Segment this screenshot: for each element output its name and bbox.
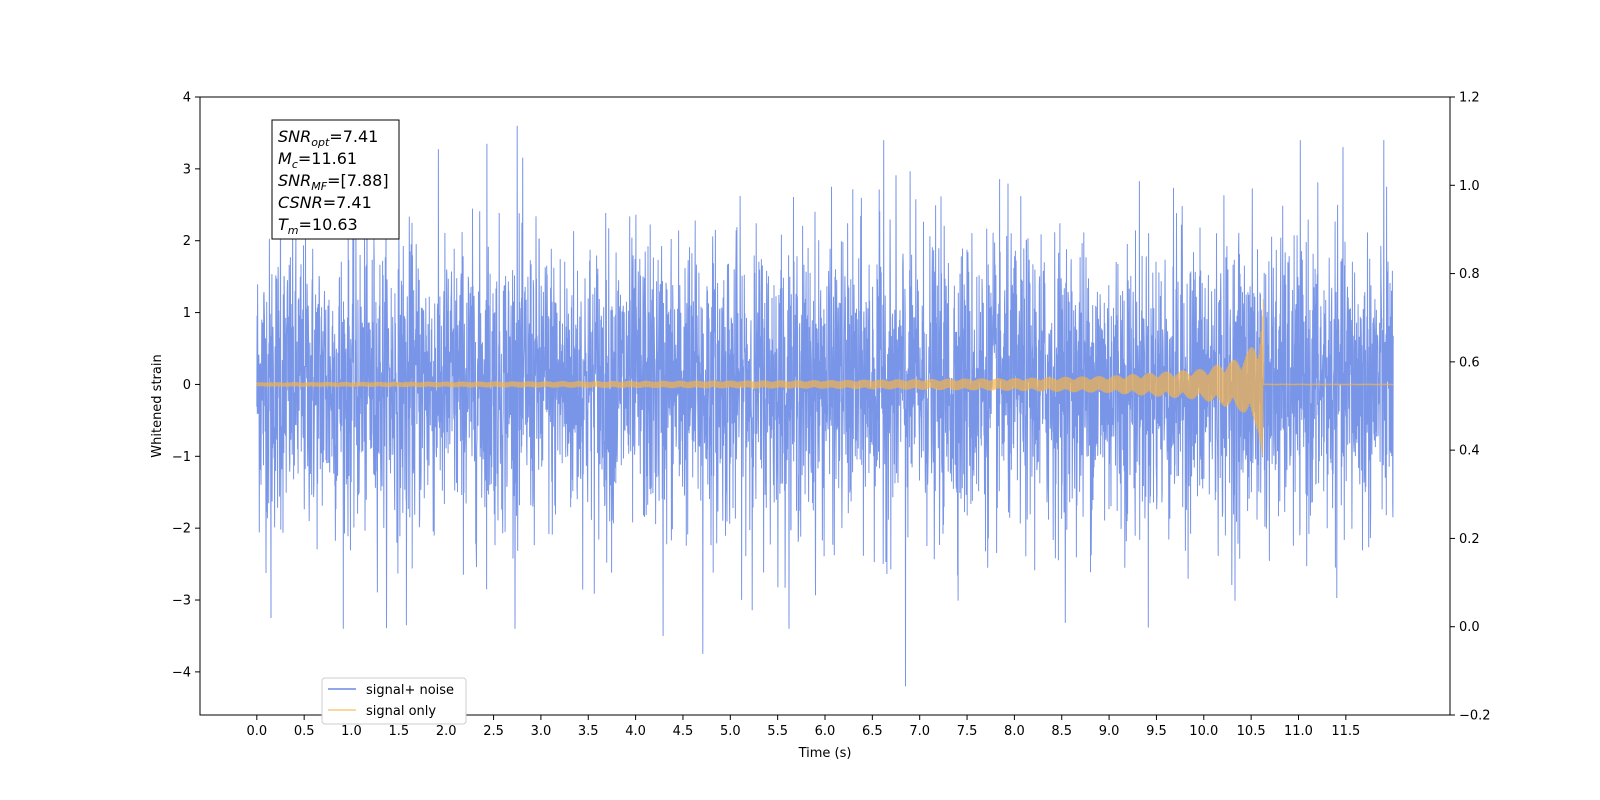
annotation-line: SNRopt=7.41 [278, 127, 378, 149]
y2-axis-ticks: 1.2 1.0 0.8 0.6 0.4 0.2 0.0 −0.2 [1450, 91, 1491, 724]
x-tick-label: 7.5 [957, 724, 978, 739]
signal-only-line [256, 299, 1394, 457]
x-tick-label: 5.5 [767, 724, 788, 739]
y-tick-label: 1 [183, 306, 191, 321]
y2-tick-label: 0.8 [1459, 267, 1480, 282]
y-tick-label: 3 [183, 162, 191, 177]
signal-noise-series [256, 125, 1394, 687]
y2-tick-label: 0.0 [1459, 620, 1480, 635]
x-tick-label: 1.5 [389, 724, 410, 739]
x-tick-label: 2.5 [483, 724, 504, 739]
y2-tick-label: 0.4 [1459, 444, 1480, 459]
y-tick-label: −3 [172, 594, 191, 609]
x-axis-label: Time (s) [798, 746, 852, 761]
y-tick-label: −2 [172, 522, 191, 537]
legend-label-signal-only: signal only [366, 704, 436, 719]
x-tick-label: 11.5 [1331, 724, 1360, 739]
y2-tick-label: 1.0 [1459, 179, 1480, 194]
x-tick-label: 8.5 [1051, 724, 1072, 739]
annotation-box: SNRopt=7.41Mc=11.61SNRMF=[7.88]CSNR=7.41… [271, 119, 400, 240]
x-tick-label: 4.5 [673, 724, 694, 739]
signal-noise-line [256, 125, 1394, 687]
y-tick-label: −1 [172, 450, 191, 465]
x-tick-label: 11.0 [1284, 724, 1313, 739]
signal-only-series [256, 299, 1394, 457]
y-tick-label: 0 [183, 378, 191, 393]
annotation-line: SNRMF=[7.88] [278, 171, 389, 193]
y-axis-ticks: 4 3 2 1 0 −1 −2 −3 −4 [172, 91, 200, 680]
x-axis-ticks: 0.0 0.5 1.0 1.5 2.0 2.5 3.0 3.5 4.0 4.5 5.0 5.5 6.0 6… [246, 715, 1360, 739]
x-tick-label: 4.0 [625, 724, 646, 739]
x-tick-label: 3.0 [531, 724, 552, 739]
x-tick-label: 9.5 [1146, 724, 1167, 739]
x-tick-label: 7.0 [909, 724, 930, 739]
y-axis-label: Whitened strain [150, 354, 165, 457]
annotation-line: Tm=10.63 [278, 215, 358, 237]
legend-label-signal-noise: signal+ noise [366, 683, 454, 698]
x-tick-label: 6.0 [815, 724, 836, 739]
y2-tick-label: 0.2 [1459, 532, 1480, 547]
y2-tick-label: 0.6 [1459, 355, 1480, 370]
annotation-line: Mc=11.61 [278, 149, 357, 171]
y2-tick-label: 1.2 [1459, 91, 1480, 106]
annotation-line: CSNR=7.41 [278, 193, 372, 212]
y-tick-label: 4 [183, 91, 191, 106]
x-tick-label: 0.5 [294, 724, 315, 739]
y-tick-label: 2 [183, 234, 191, 249]
x-tick-label: 2.0 [436, 724, 457, 739]
x-tick-label: 5.0 [720, 724, 741, 739]
x-tick-label: 9.0 [1099, 724, 1120, 739]
x-tick-label: 0.0 [246, 724, 267, 739]
y2-tick-label: −0.2 [1459, 709, 1491, 724]
x-tick-label: 8.0 [1004, 724, 1025, 739]
y-tick-label: −4 [172, 665, 191, 680]
x-tick-label: 1.0 [341, 724, 362, 739]
x-tick-label: 3.5 [578, 724, 599, 739]
x-tick-label: 6.5 [862, 724, 883, 739]
legend: signal+ noise signal only [321, 677, 467, 725]
x-tick-label: 10.5 [1237, 724, 1266, 739]
x-tick-label: 10.0 [1189, 724, 1218, 739]
